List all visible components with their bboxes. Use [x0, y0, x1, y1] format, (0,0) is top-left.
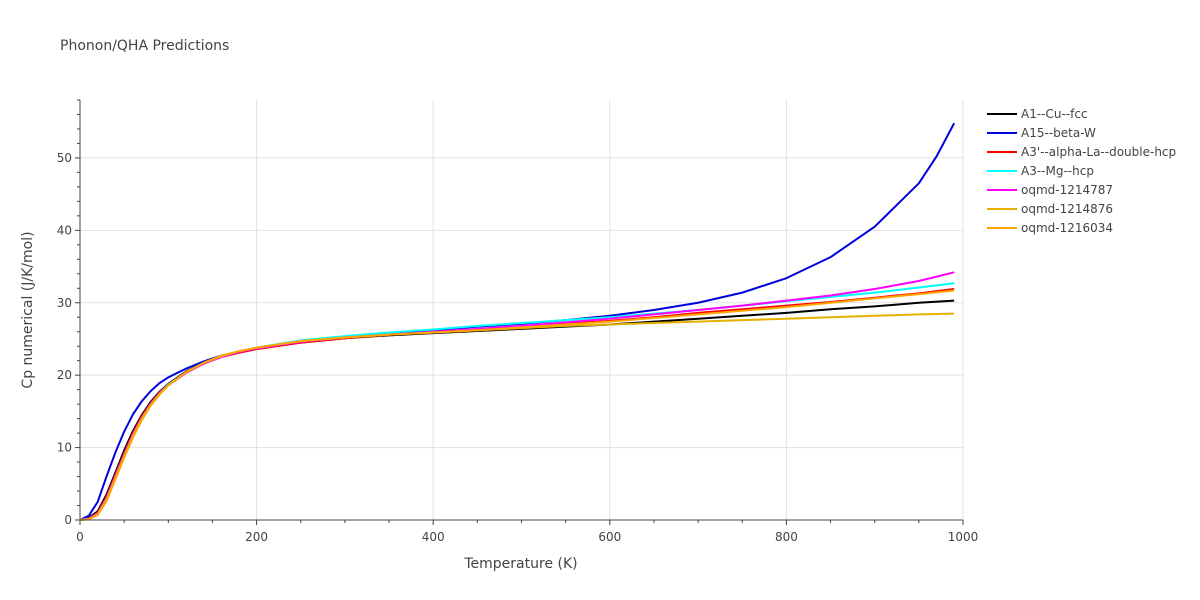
- x-tick-label: 600: [598, 530, 621, 544]
- x-tick-label: 400: [422, 530, 445, 544]
- x-tick-label: 800: [775, 530, 798, 544]
- legend: A1--Cu--fcc A15--beta-W A3'--alpha-La--dou…: [987, 107, 1176, 235]
- x-tick-label: 0: [76, 530, 84, 544]
- series-line-0: [79, 299, 955, 521]
- series-line-5: [79, 312, 955, 521]
- y-tick-label: 50: [57, 151, 72, 165]
- legend-label-1[interactable]: A15--beta-W: [1021, 126, 1096, 140]
- x-tick-label: 1000: [948, 530, 979, 544]
- legend-label-6[interactable]: oqmd-1216034: [1021, 221, 1113, 235]
- y-tick-label: 10: [57, 441, 72, 455]
- legend-label-4[interactable]: oqmd-1214787: [1021, 183, 1113, 197]
- legend-label-0[interactable]: A1--Cu--fcc: [1021, 107, 1088, 121]
- y-tick-label: 20: [57, 368, 72, 382]
- x-axis-label: Temperature (K): [463, 556, 577, 572]
- y-tick-label: 40: [57, 223, 72, 237]
- series-line-1: [79, 122, 956, 521]
- series-line-6: [79, 289, 955, 521]
- x-tick-label: 200: [245, 530, 268, 544]
- y-axis-label: Cp numerical (J/K/mol): [20, 231, 36, 388]
- legend-label-2[interactable]: A3'--alpha-La--double-hcp: [1021, 145, 1176, 159]
- series-line-3: [79, 282, 955, 521]
- axes: 0 200 400 600 800 1000 0 10 20 30 40 50: [57, 99, 979, 544]
- legend-label-3[interactable]: A3--Mg--hcp: [1021, 164, 1094, 178]
- legend-label-5[interactable]: oqmd-1214876: [1021, 202, 1113, 216]
- plot-area: [79, 122, 956, 521]
- chart-title: Phonon/QHA Predictions: [60, 38, 229, 54]
- y-tick-label: 0: [64, 513, 72, 527]
- y-tick-label: 30: [57, 296, 72, 310]
- grid-lines: [80, 100, 964, 520]
